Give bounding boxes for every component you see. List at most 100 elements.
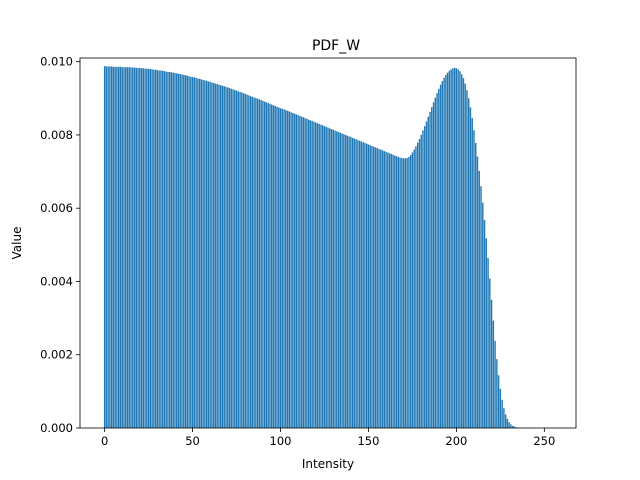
bar bbox=[279, 108, 282, 429]
bar bbox=[269, 103, 271, 428]
bar bbox=[380, 149, 382, 428]
bar bbox=[204, 80, 206, 429]
bar bbox=[378, 148, 380, 428]
bar bbox=[133, 67, 136, 428]
bar bbox=[406, 158, 408, 429]
bar bbox=[283, 109, 285, 428]
bar bbox=[183, 74, 185, 428]
bar bbox=[496, 359, 498, 428]
bar bbox=[475, 142, 477, 428]
bar bbox=[460, 74, 463, 429]
bar bbox=[416, 142, 419, 428]
bar bbox=[218, 84, 220, 428]
bar bbox=[265, 102, 268, 429]
bar bbox=[327, 127, 329, 429]
bar bbox=[316, 123, 319, 429]
bar bbox=[142, 68, 145, 429]
bar bbox=[167, 71, 169, 429]
bar bbox=[234, 89, 236, 429]
bar bbox=[355, 139, 357, 429]
bar bbox=[341, 133, 343, 429]
x-axis-ticks: 0 50 100 150 200 250 bbox=[101, 428, 555, 448]
bar bbox=[307, 119, 310, 428]
bar bbox=[300, 116, 303, 428]
bar bbox=[459, 71, 461, 429]
bar bbox=[497, 375, 500, 428]
bar bbox=[343, 134, 345, 429]
bar bbox=[399, 157, 401, 429]
bar bbox=[276, 106, 278, 428]
bar bbox=[346, 135, 349, 428]
bar bbox=[489, 278, 491, 428]
bar bbox=[457, 69, 459, 428]
bar bbox=[313, 121, 315, 428]
bar bbox=[351, 137, 354, 428]
bar bbox=[511, 425, 514, 428]
bar bbox=[485, 238, 488, 428]
bar bbox=[482, 202, 484, 428]
bar bbox=[154, 69, 157, 428]
bar bbox=[409, 155, 412, 428]
bar bbox=[329, 128, 331, 428]
bar bbox=[434, 97, 436, 428]
bar bbox=[439, 84, 442, 428]
bar bbox=[408, 156, 410, 428]
bar bbox=[158, 70, 160, 428]
bar bbox=[112, 66, 115, 428]
bar bbox=[223, 86, 225, 429]
bar bbox=[334, 130, 336, 428]
bar bbox=[369, 145, 371, 429]
bar bbox=[292, 112, 294, 428]
bar bbox=[135, 67, 137, 429]
bar bbox=[255, 97, 257, 428]
y-tick-label: 0.004 bbox=[40, 274, 73, 288]
bar bbox=[200, 79, 203, 428]
bar bbox=[242, 93, 245, 428]
bar bbox=[325, 126, 327, 429]
bar bbox=[425, 121, 428, 429]
bar bbox=[499, 388, 502, 428]
bar bbox=[293, 113, 296, 428]
bar bbox=[179, 74, 181, 429]
bar bbox=[436, 93, 438, 428]
bar bbox=[123, 67, 125, 428]
bar bbox=[109, 66, 111, 428]
bar bbox=[487, 258, 489, 428]
x-tick-label: 50 bbox=[185, 434, 200, 448]
bar bbox=[117, 66, 120, 428]
bar bbox=[344, 134, 347, 428]
bar bbox=[214, 83, 217, 429]
bar bbox=[385, 151, 387, 429]
bar bbox=[318, 123, 320, 428]
bar bbox=[350, 137, 352, 428]
bar bbox=[476, 156, 479, 428]
bar bbox=[402, 158, 405, 429]
bar bbox=[478, 170, 480, 429]
bar bbox=[504, 414, 507, 428]
bar bbox=[128, 67, 130, 428]
bar bbox=[336, 131, 338, 428]
bar bbox=[337, 132, 340, 428]
bar bbox=[401, 158, 403, 429]
bar bbox=[153, 69, 155, 428]
bar bbox=[364, 142, 366, 428]
bar bbox=[271, 104, 273, 428]
bar bbox=[473, 130, 475, 428]
bar bbox=[468, 98, 470, 428]
bar bbox=[446, 72, 449, 428]
bar bbox=[246, 94, 248, 428]
bar bbox=[314, 122, 317, 428]
bar bbox=[130, 67, 132, 428]
bar bbox=[161, 70, 164, 429]
bar bbox=[258, 99, 261, 428]
bar bbox=[438, 88, 440, 428]
bar bbox=[466, 90, 468, 429]
bar bbox=[297, 115, 299, 429]
bar bbox=[205, 80, 208, 429]
bar bbox=[311, 121, 313, 429]
bar bbox=[404, 158, 407, 429]
bar bbox=[202, 79, 204, 429]
y-axis-ticks: 0.000 0.002 0.004 0.006 0.008 0.010 bbox=[40, 55, 80, 435]
bar bbox=[365, 143, 368, 428]
bar bbox=[149, 68, 152, 428]
